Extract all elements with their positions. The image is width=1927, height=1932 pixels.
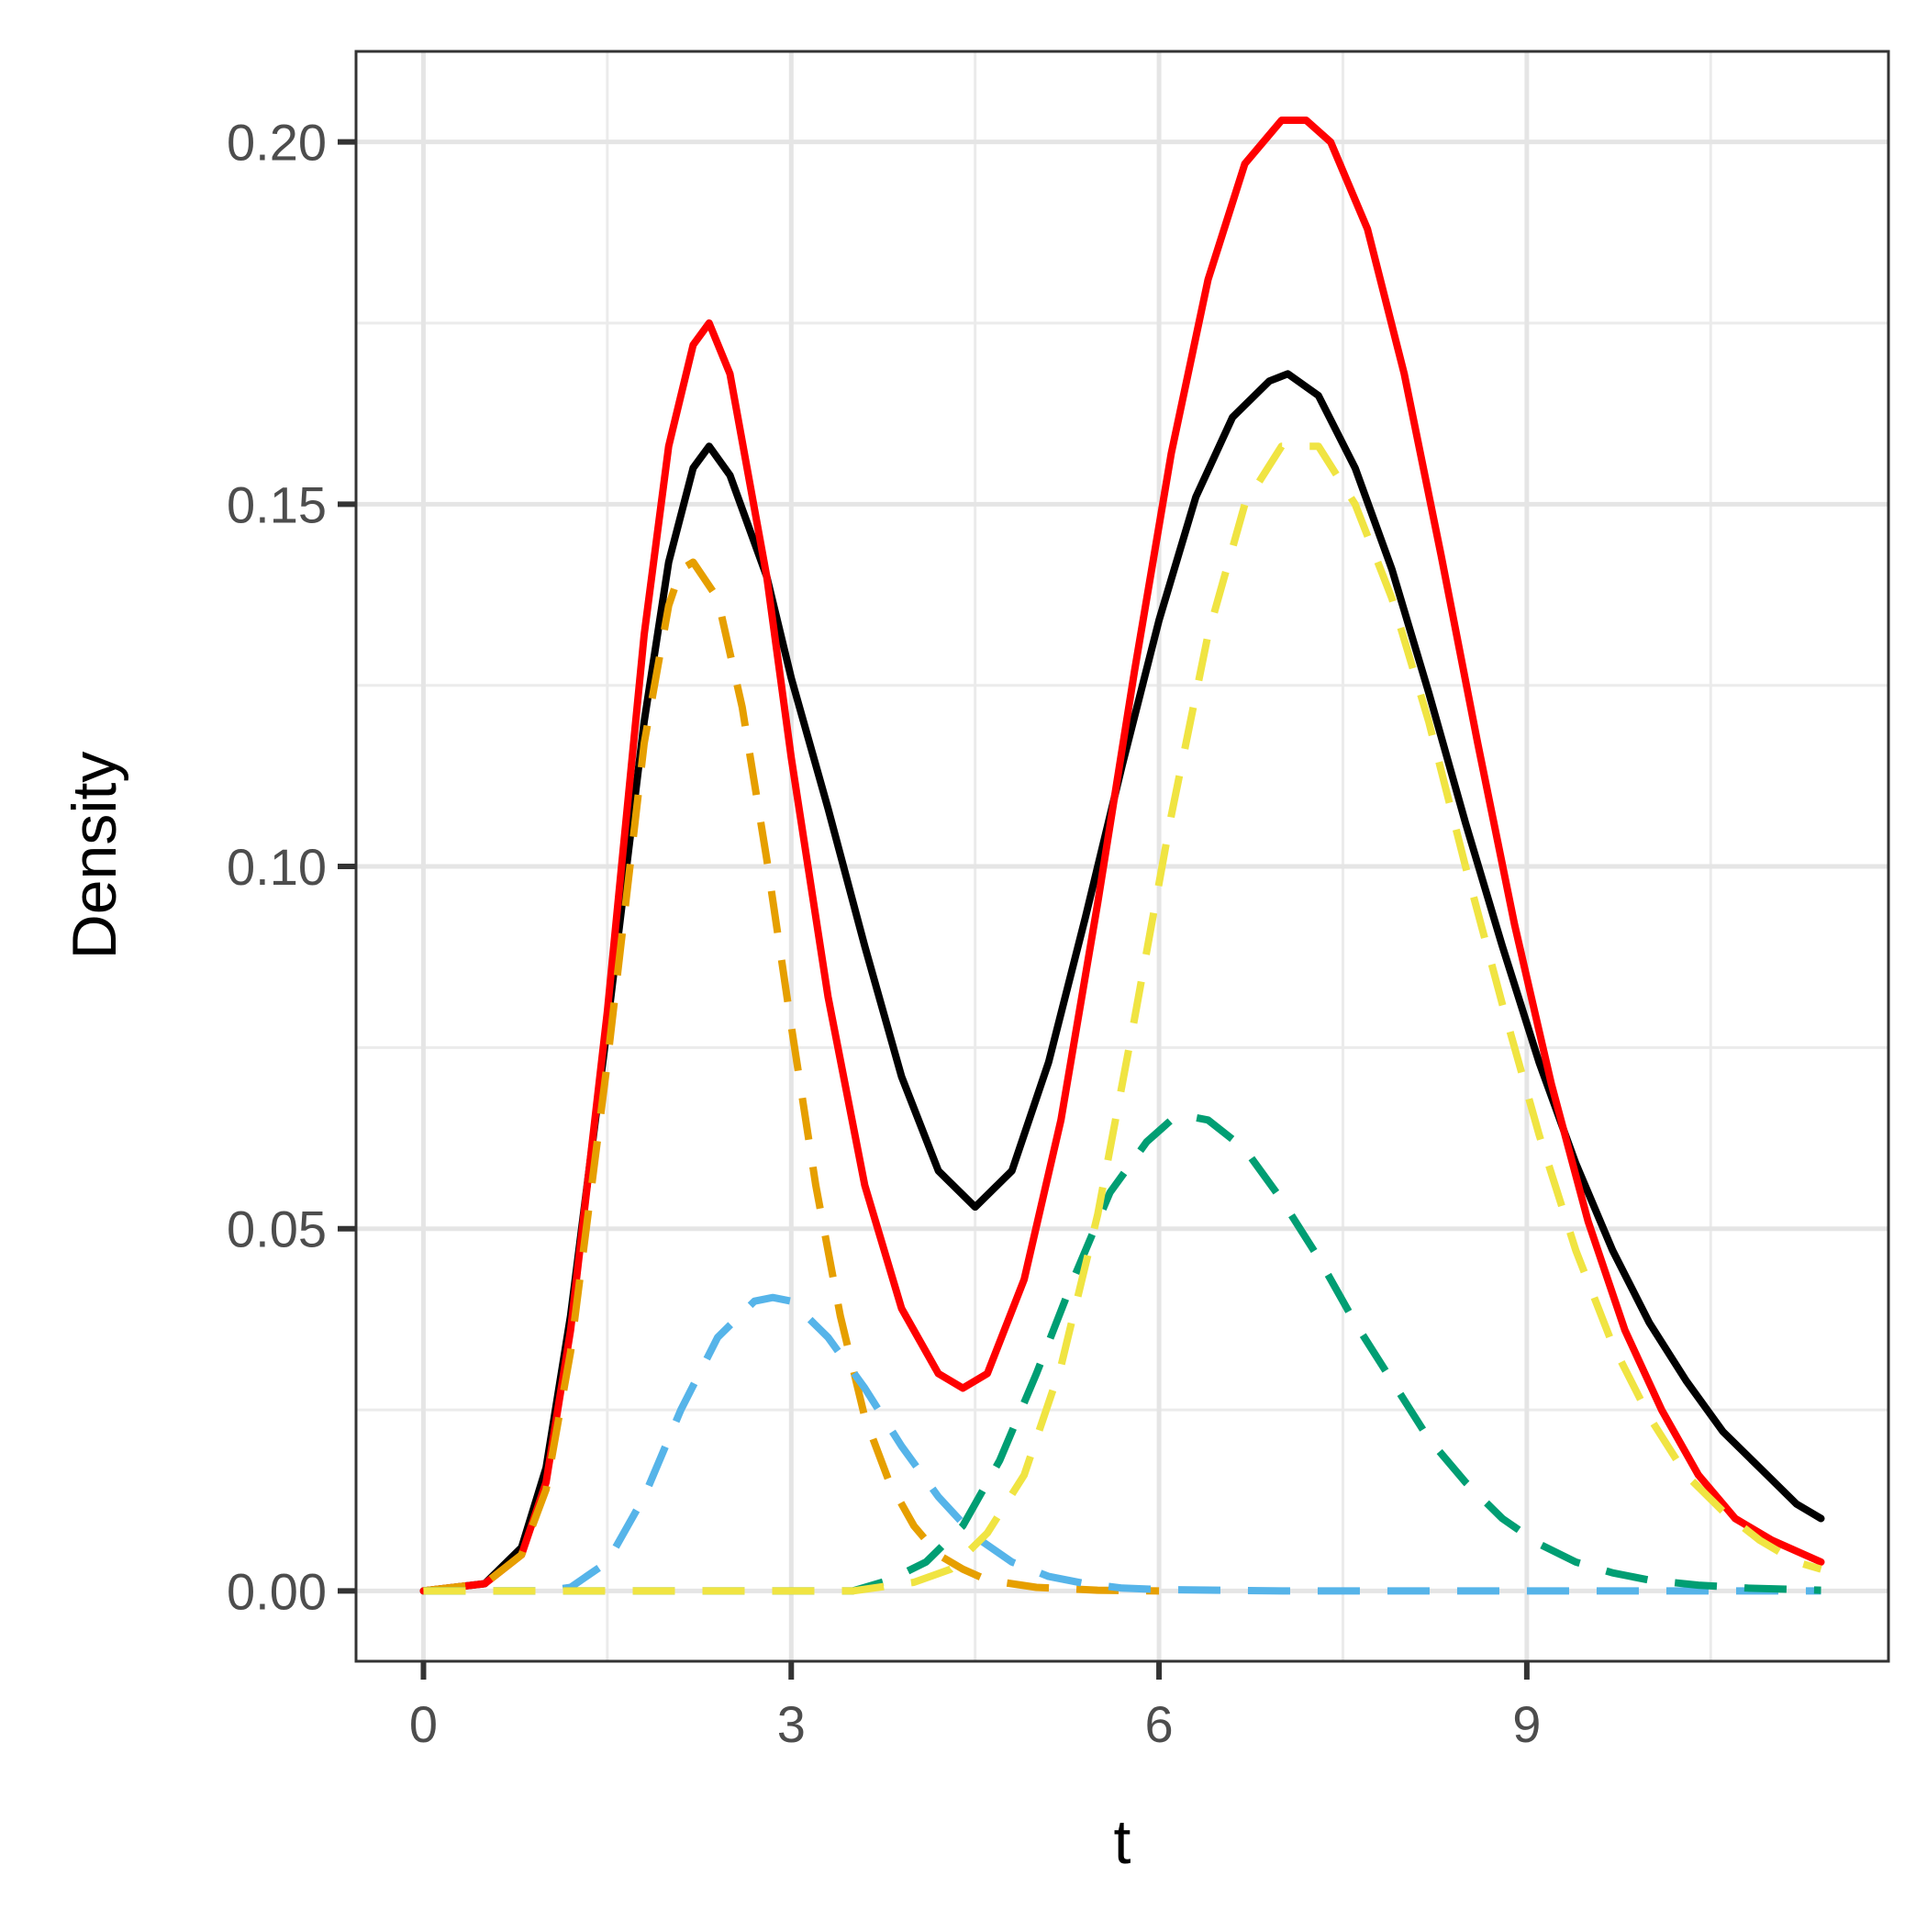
x-axis-title: t xyxy=(1114,1807,1131,1877)
x-tick-label: 9 xyxy=(1512,1695,1541,1753)
x-tick-label: 0 xyxy=(409,1695,438,1753)
y-tick-label: 0.00 xyxy=(227,1562,327,1620)
y-axis-title: Density xyxy=(60,752,129,960)
plot-panel xyxy=(356,51,1888,1661)
y-tick-label: 0.10 xyxy=(227,838,327,896)
ticks-layer: 0 3 6 9 0.00 0.05 0.10 0.15 0.20 xyxy=(227,114,1541,1753)
x-tick-label: 3 xyxy=(777,1695,806,1753)
series-line-4 xyxy=(423,1293,1821,1595)
y-tick-label: 0.20 xyxy=(227,114,327,172)
series-layer xyxy=(419,117,1825,1595)
series-line-2 xyxy=(419,117,1825,1595)
series-line-3 xyxy=(423,558,1160,1595)
axes-layer xyxy=(354,50,1890,1663)
y-tick-label: 0.05 xyxy=(227,1201,327,1258)
plot-border xyxy=(354,50,1890,1663)
x-tick-label: 6 xyxy=(1145,1695,1174,1753)
grid-layer xyxy=(356,51,1888,1661)
y-tick-label: 0.15 xyxy=(227,475,327,533)
series-line-6 xyxy=(423,442,1822,1595)
